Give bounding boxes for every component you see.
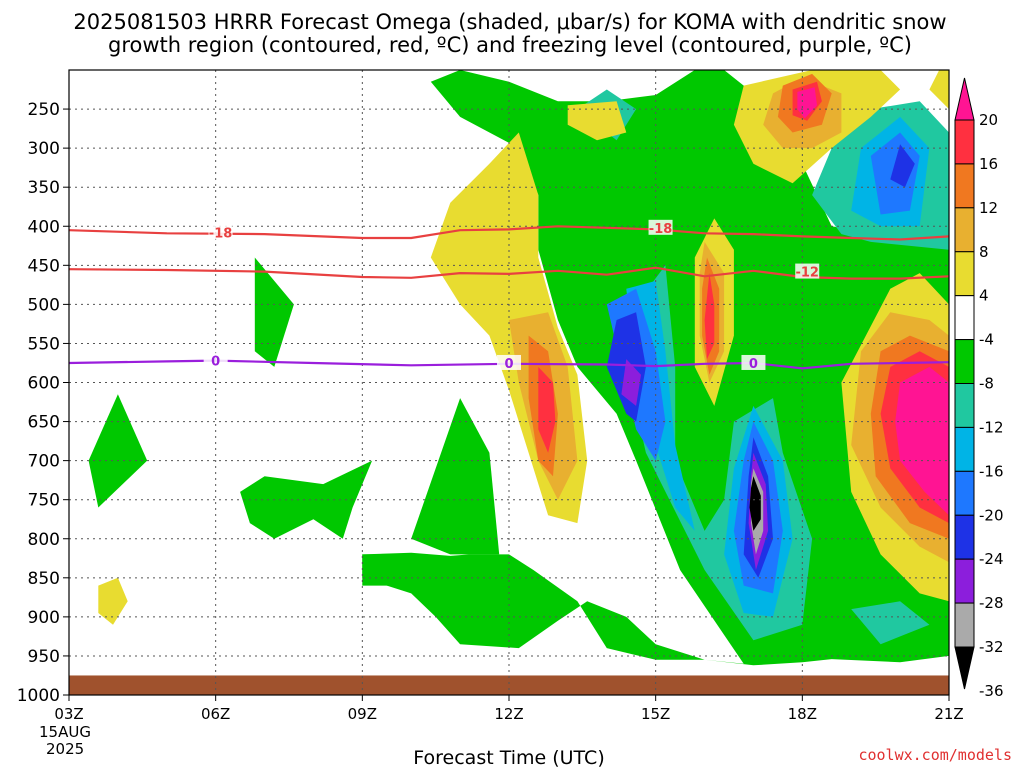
contour-label-4: 0 [504,357,513,372]
colorbar-swatch-9 [954,470,975,516]
ground-layer [69,675,949,695]
colorbar-swatch-6 [954,339,975,385]
chart-title-line2: growth region (contoured, red, ºC) and f… [108,33,912,57]
y-tick-label-550: 550 [28,334,60,354]
y-tick-label-500: 500 [28,295,60,315]
y-tick-label-1000: 1000 [17,686,60,706]
x-axis-ticks: 03Z 06Z 09Z 12Z 15Z 18Z 21Z [54,695,964,723]
x-tick-label-3: 03Z [54,705,83,723]
contour-line-0 [69,225,949,241]
colorbar-label-11: -28 [979,594,1004,612]
x-date-line-1: 15AUG [39,723,91,741]
omega-region-23 [749,476,761,531]
x-tick-label-18: 18Z [788,705,817,723]
site-credit: coolwx.com/models [858,746,1012,764]
contour-label-bg-0 [208,224,233,240]
omega-region-3 [88,394,148,508]
colorbar-label-8: -16 [979,462,1004,480]
omega-region-40 [704,273,715,360]
omega-region-39 [538,366,556,453]
chart-title-line1: 2025081503 HRRR Forecast Omega (shaded, … [73,10,946,34]
omega-shading [88,70,949,666]
contour-label-5: 0 [749,357,758,372]
y-tick-label-800: 800 [28,530,60,550]
y-tick-label-250: 250 [28,100,60,120]
colorbar-label-1: 16 [979,155,998,173]
x-axis-label: Forecast Time (UTC) [413,747,604,768]
colorbar-label-0: 20 [979,111,998,129]
omega-region-2 [254,257,294,367]
colorbar-swatch-3 [954,207,975,253]
y-tick-label-650: 650 [28,413,60,433]
colorbar-swatch-12 [954,602,975,648]
x-tick-label-12: 12Z [494,705,523,723]
colorbar-label-4: 4 [979,287,989,305]
omega-region-20 [621,359,641,406]
colorbar-swatch-10 [954,514,975,560]
contour-label-bg-4 [497,354,521,370]
colorbar-label-13: -36 [979,682,1004,700]
omega-region-28 [567,101,627,141]
contour-labels: -18 -18 -12 0 0 0 [203,219,820,372]
contour-label-bg-1 [648,219,673,235]
ground-fill [69,675,949,695]
colorbar-swatch-4 [954,251,975,297]
colorbar-label-10: -24 [979,550,1004,568]
y-tick-label-600: 600 [28,374,60,394]
y-tick-label-950: 950 [28,647,60,667]
contour-label-2: -12 [795,266,819,281]
colorbar-arrow-bottom [954,646,975,690]
y-tick-label-450: 450 [28,256,60,276]
x-tick-label-9: 09Z [348,705,377,723]
colorbar-label-9: -20 [979,506,1004,524]
colorbar-label-3: 8 [979,243,989,261]
colorbar-label-2: 12 [979,199,998,217]
y-tick-label-850: 850 [28,569,60,589]
omega-region-44 [895,366,949,516]
omega-region-19 [890,144,915,188]
contour-label-0: -18 [209,227,233,242]
colorbar-swatch-1 [954,119,975,165]
y-tick-label-350: 350 [28,178,60,198]
x-date-line-2: 2025 [46,740,84,758]
y-tick-label-300: 300 [28,139,60,159]
contour-label-3: 0 [211,355,220,370]
colorbar-label-12: -32 [979,638,1004,656]
y-tick-label-400: 400 [28,217,60,237]
contour-label-bg-3 [203,352,228,368]
omega-region-30 [98,577,128,625]
contour-line-2 [69,359,949,370]
y-axis-ticks: 250 300 350 400 450 500 550 600 650 700 750 800 850 9… [17,100,69,706]
omega-region-4 [240,460,373,539]
contour-line-1 [69,266,949,280]
contour-label-1: -18 [649,222,673,237]
colorbar: 20 16 12 8 4 -4 -8 -12 -16 -20 -24 -28 -32 -36 [954,77,1004,700]
y-tick-label-750: 750 [28,491,60,511]
contour-label-bg-5 [741,354,766,370]
omega-region-10 [851,601,930,645]
colorbar-swatch-11 [954,558,975,604]
x-tick-label-15: 15Z [641,705,670,723]
y-tick-label-700: 700 [28,452,60,472]
colorbar-swatch-8 [954,426,975,472]
colorbar-label-5: -4 [979,331,994,349]
x-tick-label-6: 06Z [201,705,230,723]
contour-label-bg-2 [795,263,820,279]
colorbar-swatch-5 [954,295,975,341]
omega-region-27 [929,70,949,110]
colorbar-swatch-2 [954,163,975,209]
colorbar-label-6: -8 [979,375,994,393]
omega-region-6 [362,554,392,586]
y-tick-label-900: 900 [28,608,60,628]
colorbar-swatch-7 [954,383,975,428]
colorbar-arrow-top [954,77,975,121]
colorbar-label-7: -12 [979,418,1004,436]
contour-lines [69,225,949,370]
x-tick-label-21: 21Z [934,705,963,723]
omega-region-5 [411,398,500,555]
